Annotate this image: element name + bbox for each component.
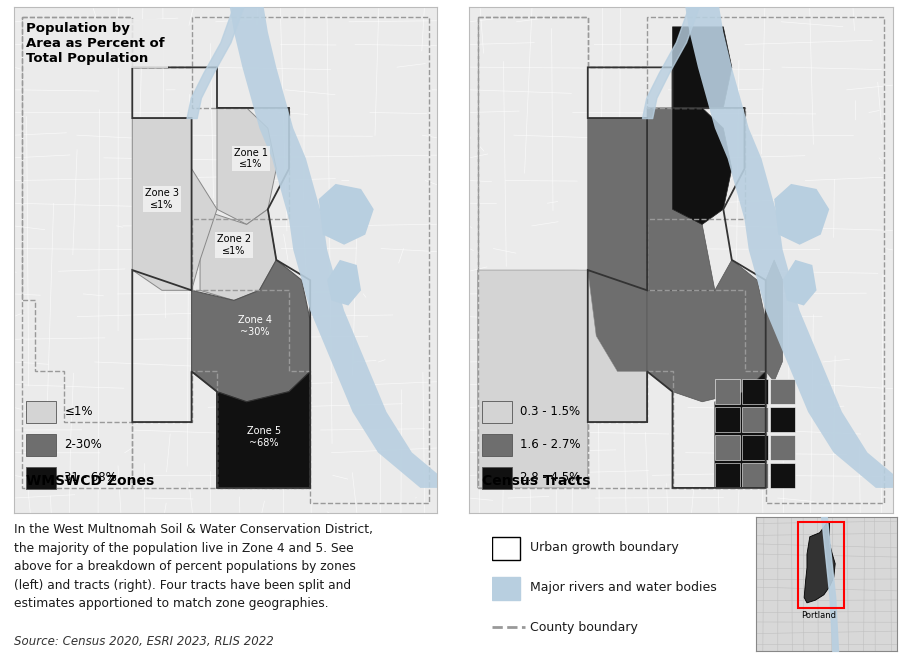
Bar xyxy=(770,463,795,488)
Text: Census Tracts: Census Tracts xyxy=(482,474,590,488)
Bar xyxy=(798,522,844,608)
Text: Zone 1
≤1%: Zone 1 ≤1% xyxy=(234,148,268,169)
Polygon shape xyxy=(191,260,310,402)
Bar xyxy=(715,435,741,460)
Bar xyxy=(742,435,768,460)
Text: WMSWCD Zones: WMSWCD Zones xyxy=(26,474,155,488)
Text: In the West Multnomah Soil & Water Conservation District,
the majority of the po: In the West Multnomah Soil & Water Conse… xyxy=(14,524,373,611)
Bar xyxy=(26,467,56,489)
Polygon shape xyxy=(319,184,374,245)
Text: 1.6 - 2.7%: 1.6 - 2.7% xyxy=(520,438,580,451)
Bar xyxy=(492,577,520,600)
Polygon shape xyxy=(715,371,765,488)
Bar xyxy=(742,379,768,404)
Bar xyxy=(742,407,768,432)
Bar xyxy=(492,538,520,560)
Bar xyxy=(742,463,768,488)
Bar xyxy=(26,434,56,456)
Polygon shape xyxy=(230,7,455,488)
Bar xyxy=(715,407,741,432)
Polygon shape xyxy=(327,260,361,305)
Bar xyxy=(26,401,56,423)
Text: ≤1%: ≤1% xyxy=(65,405,93,418)
Text: 0.3 - 1.5%: 0.3 - 1.5% xyxy=(520,405,580,418)
Text: County boundary: County boundary xyxy=(530,621,638,634)
Polygon shape xyxy=(132,118,217,290)
Text: Urban growth boundary: Urban growth boundary xyxy=(530,541,679,554)
Polygon shape xyxy=(783,260,816,305)
Bar xyxy=(715,379,741,404)
Text: Major rivers and water bodies: Major rivers and water bodies xyxy=(530,581,717,594)
Polygon shape xyxy=(647,260,765,402)
Polygon shape xyxy=(477,270,647,488)
Text: 31 - 68%: 31 - 68% xyxy=(65,471,118,484)
Polygon shape xyxy=(588,108,715,371)
Polygon shape xyxy=(765,260,783,382)
Bar xyxy=(770,435,795,460)
Text: 2-30%: 2-30% xyxy=(65,438,102,451)
Polygon shape xyxy=(217,371,310,488)
Polygon shape xyxy=(804,523,835,603)
Polygon shape xyxy=(774,184,829,245)
Bar xyxy=(482,434,512,456)
Text: Population by
Area as Percent of
Total Population: Population by Area as Percent of Total P… xyxy=(26,22,165,64)
Polygon shape xyxy=(217,108,276,224)
Text: Zone 5
~68%: Zone 5 ~68% xyxy=(247,426,281,448)
Bar xyxy=(715,463,741,488)
Polygon shape xyxy=(685,7,910,488)
Bar xyxy=(770,379,795,404)
Polygon shape xyxy=(672,27,732,108)
Bar xyxy=(482,401,512,423)
Polygon shape xyxy=(200,209,276,301)
Text: Zone 4
~30%: Zone 4 ~30% xyxy=(238,315,272,337)
Bar xyxy=(770,407,795,432)
Text: Portland: Portland xyxy=(801,611,835,620)
Text: Zone 2
≤1%: Zone 2 ≤1% xyxy=(217,234,251,255)
Text: 2.8 - 4.5%: 2.8 - 4.5% xyxy=(520,471,580,484)
Polygon shape xyxy=(672,108,732,224)
Bar xyxy=(482,467,512,489)
Text: Source: Census 2020, ESRI 2023, RLIS 2022: Source: Census 2020, ESRI 2023, RLIS 202… xyxy=(14,635,273,647)
Text: Zone 3
≤1%: Zone 3 ≤1% xyxy=(145,188,179,210)
